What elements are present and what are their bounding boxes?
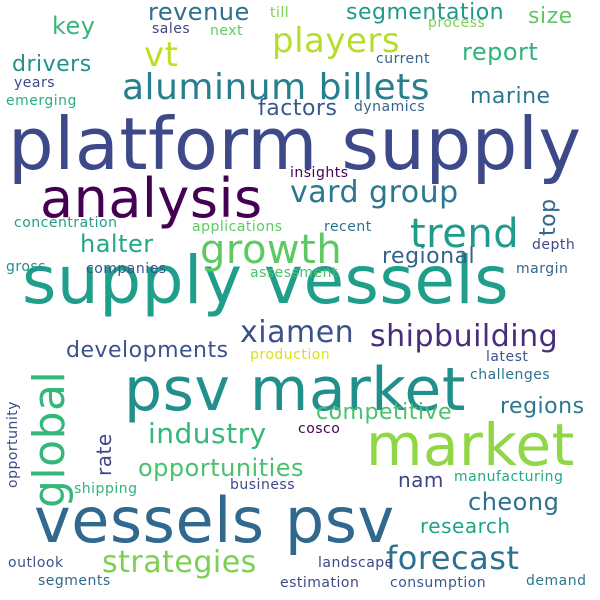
cloud-word: opportunities [138,454,305,482]
cloud-word: segments [38,573,111,589]
cloud-word: revenue [148,0,250,26]
cloud-word: next [210,23,244,39]
cloud-word: vt [144,35,179,75]
cloud-word: trend [410,211,520,257]
cloud-word: halter [80,230,154,258]
cloud-word: competitive [316,400,453,425]
cloud-word: opportunity [5,400,21,488]
cloud-word: market [366,411,575,479]
cloud-word: margin [516,261,569,277]
cloud-word: size [528,4,573,29]
cloud-word: current [376,51,431,67]
cloud-word: estimation [280,575,360,591]
cloud-word: dynamics [354,99,426,115]
cloud-word: forecast [386,539,520,577]
cloud-word: applications [192,219,283,235]
cloud-word: top [536,198,561,236]
cloud-word: developments [66,338,229,363]
cloud-word: insights [290,165,349,181]
cloud-word: regional [382,244,476,269]
cloud-word: psv market [124,355,466,425]
cloud-word: strategies [102,545,257,580]
cloud-word: regions [500,394,585,419]
cloud-word: landscape [318,555,394,571]
cloud-word: rate [92,433,116,476]
cloud-word: manufacturing [454,469,564,485]
cloud-word: drivers [12,52,92,77]
cloud-word: assessment [250,265,338,281]
cloud-word: sales [152,21,191,37]
cloud-word: growth [200,227,343,273]
cloud-word: segmentation [346,0,505,25]
cloud-word: process [428,15,486,31]
cloud-word: production [250,347,331,363]
cloud-word: outlook [8,555,64,571]
cloud-word: cheong [468,488,560,516]
cloud-word: platform supply [8,102,582,186]
cloud-word: shipping [74,481,138,497]
cloud-word: latest [486,349,529,365]
cloud-word: research [420,514,511,538]
cloud-word: depth [532,237,576,253]
cloud-word: global [24,370,75,508]
cloud-word: years [14,75,56,91]
cloud-word: concentration [14,215,118,231]
cloud-word: key [52,12,96,40]
cloud-word: consumption [390,575,487,591]
cloud-word: companies [86,261,167,277]
cloud-word: emerging [6,93,77,109]
cloud-word: aluminum billets [122,67,430,108]
cloud-word: vessels psv [34,484,395,557]
cloud-word: nam [398,468,444,492]
cloud-word: till [270,5,290,21]
cloud-word: recent [324,219,372,235]
cloud-word: players [272,21,401,61]
cloud-word: challenges [470,367,551,383]
cloud-word: demand [526,573,587,589]
cloud-word: marine [470,84,551,109]
cloud-word: cosco [298,421,341,437]
cloud-word: shipbuilding [370,319,559,354]
cloud-word: industry [148,417,267,450]
cloud-word: vard group [290,175,459,210]
cloud-word: xiamen [240,315,355,350]
cloud-word: factors [258,96,338,121]
cloud-word: business [230,477,296,493]
cloud-word: supply vessels [22,242,510,319]
cloud-word: analysis [40,167,263,230]
cloud-word: report [462,38,539,66]
cloud-word: gross [6,259,46,275]
